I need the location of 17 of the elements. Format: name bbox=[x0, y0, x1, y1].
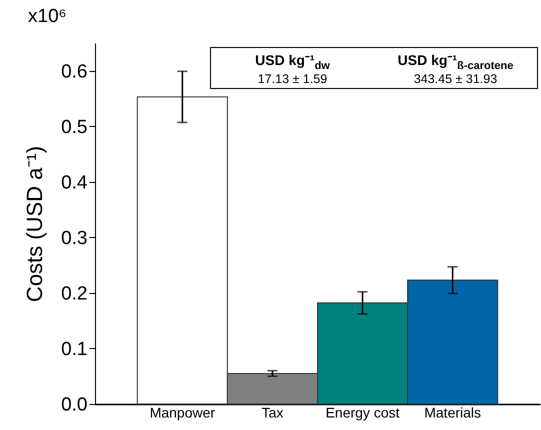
y-tick-label: 0.4 bbox=[61, 172, 88, 194]
annotation: 17.13 ± 1.59 bbox=[256, 72, 328, 86]
annotation: 343.45 ± 31.93 bbox=[412, 72, 498, 86]
x-tick-label: Energy cost bbox=[326, 404, 400, 420]
x-tick-label: Materials bbox=[424, 404, 482, 420]
y-tick-label: 0.5 bbox=[61, 116, 88, 138]
y-tick-label: 0.3 bbox=[61, 228, 88, 249]
annotation: USD kg⁻¹$_{dw}$ bbox=[254, 50, 331, 72]
text: x10⁶ bbox=[28, 6, 66, 28]
y-tick-label: 0.6 bbox=[61, 61, 88, 82]
annotation: USD kg⁻¹$_{ß-carotene}$ bbox=[396, 50, 514, 72]
x-tick-label: Manpower bbox=[150, 404, 216, 420]
y-tick-label: 0.2 bbox=[61, 283, 88, 304]
y-axis-title: Costs (USD a⁻¹) bbox=[22, 146, 48, 302]
y-tick-label: 0.0 bbox=[61, 394, 88, 416]
x-tick-label: Tax bbox=[262, 404, 284, 420]
y-tick-label: 0.1 bbox=[61, 338, 88, 360]
